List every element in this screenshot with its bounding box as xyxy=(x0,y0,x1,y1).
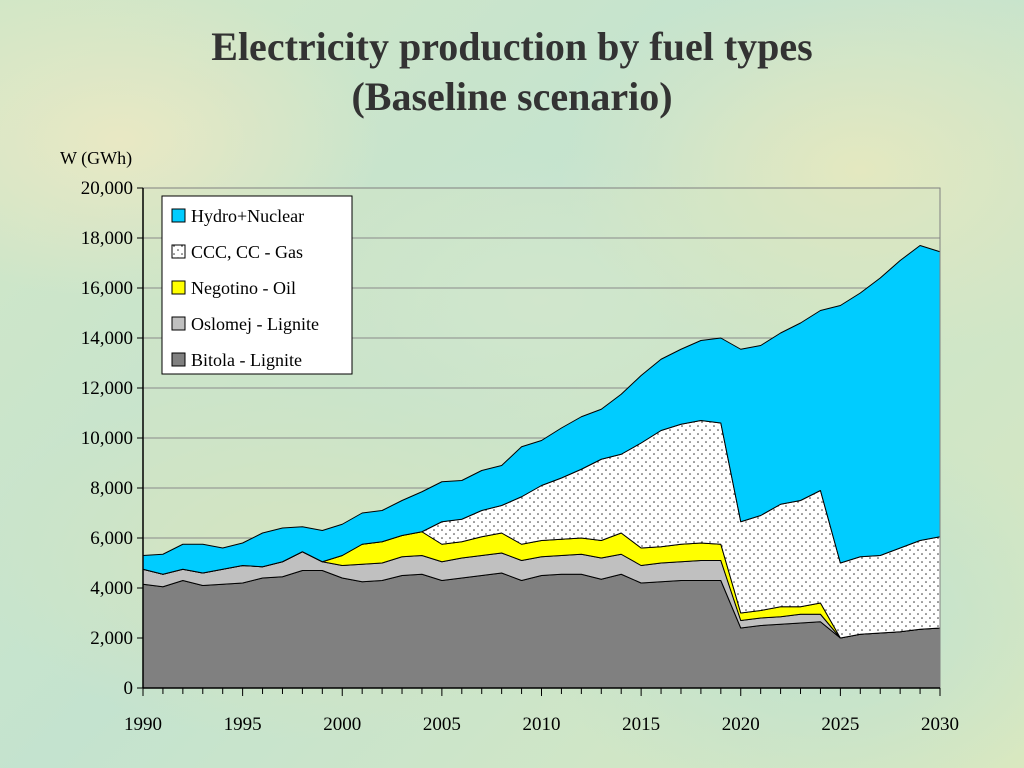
legend-swatch-0 xyxy=(171,208,186,223)
x-tick-label-2015: 2015 xyxy=(622,714,660,735)
x-tick-label-2010: 2010 xyxy=(523,714,561,735)
x-tick-label-2030: 2030 xyxy=(921,714,959,735)
legend-swatch-2 xyxy=(171,280,186,295)
legend-swatch-3 xyxy=(171,316,186,331)
chart-title-line-1: Electricity production by fuel types xyxy=(211,24,813,69)
y-tick-label-2: 4,000 xyxy=(90,578,133,599)
y-tick-label-7: 14,000 xyxy=(81,328,133,349)
chart-title-line-2: (Baseline scenario) xyxy=(351,74,673,119)
x-tick-label-1995: 1995 xyxy=(224,714,262,735)
y-tick-label-8: 16,000 xyxy=(81,278,133,299)
x-tick-label-2025: 2025 xyxy=(821,714,859,735)
x-tick-label-2020: 2020 xyxy=(722,714,760,735)
y-tick-label-3: 6,000 xyxy=(90,528,133,549)
y-tick-label-9: 18,000 xyxy=(81,228,133,249)
x-tick-label-2000: 2000 xyxy=(323,714,361,735)
legend-label-0: Hydro+Nuclear xyxy=(191,206,304,226)
legend-label-2: Negotino - Oil xyxy=(191,278,296,298)
y-tick-label-10: 20,000 xyxy=(81,178,133,199)
y-tick-label-6: 12,000 xyxy=(81,378,133,399)
y-tick-label-0: 0 xyxy=(124,678,134,699)
y-axis-label: W (GWh) xyxy=(60,148,132,169)
legend-swatch-4 xyxy=(171,352,186,367)
legend-label-4: Bitola - Lignite xyxy=(191,350,302,370)
y-tick-label-1: 2,000 xyxy=(90,628,133,649)
y-tick-label-5: 10,000 xyxy=(81,428,133,449)
legend-box xyxy=(161,195,353,375)
chart-title: Electricity production by fuel types (Ba… xyxy=(0,22,1024,122)
y-tick-label-4: 8,000 xyxy=(90,478,133,499)
legend-label-3: Oslomej - Lignite xyxy=(191,314,319,334)
x-tick-label-2005: 2005 xyxy=(423,714,461,735)
legend-swatch-1 xyxy=(171,244,186,259)
x-tick-label-1990: 1990 xyxy=(124,714,162,735)
legend-label-1: CCC, CC - Gas xyxy=(191,242,303,262)
